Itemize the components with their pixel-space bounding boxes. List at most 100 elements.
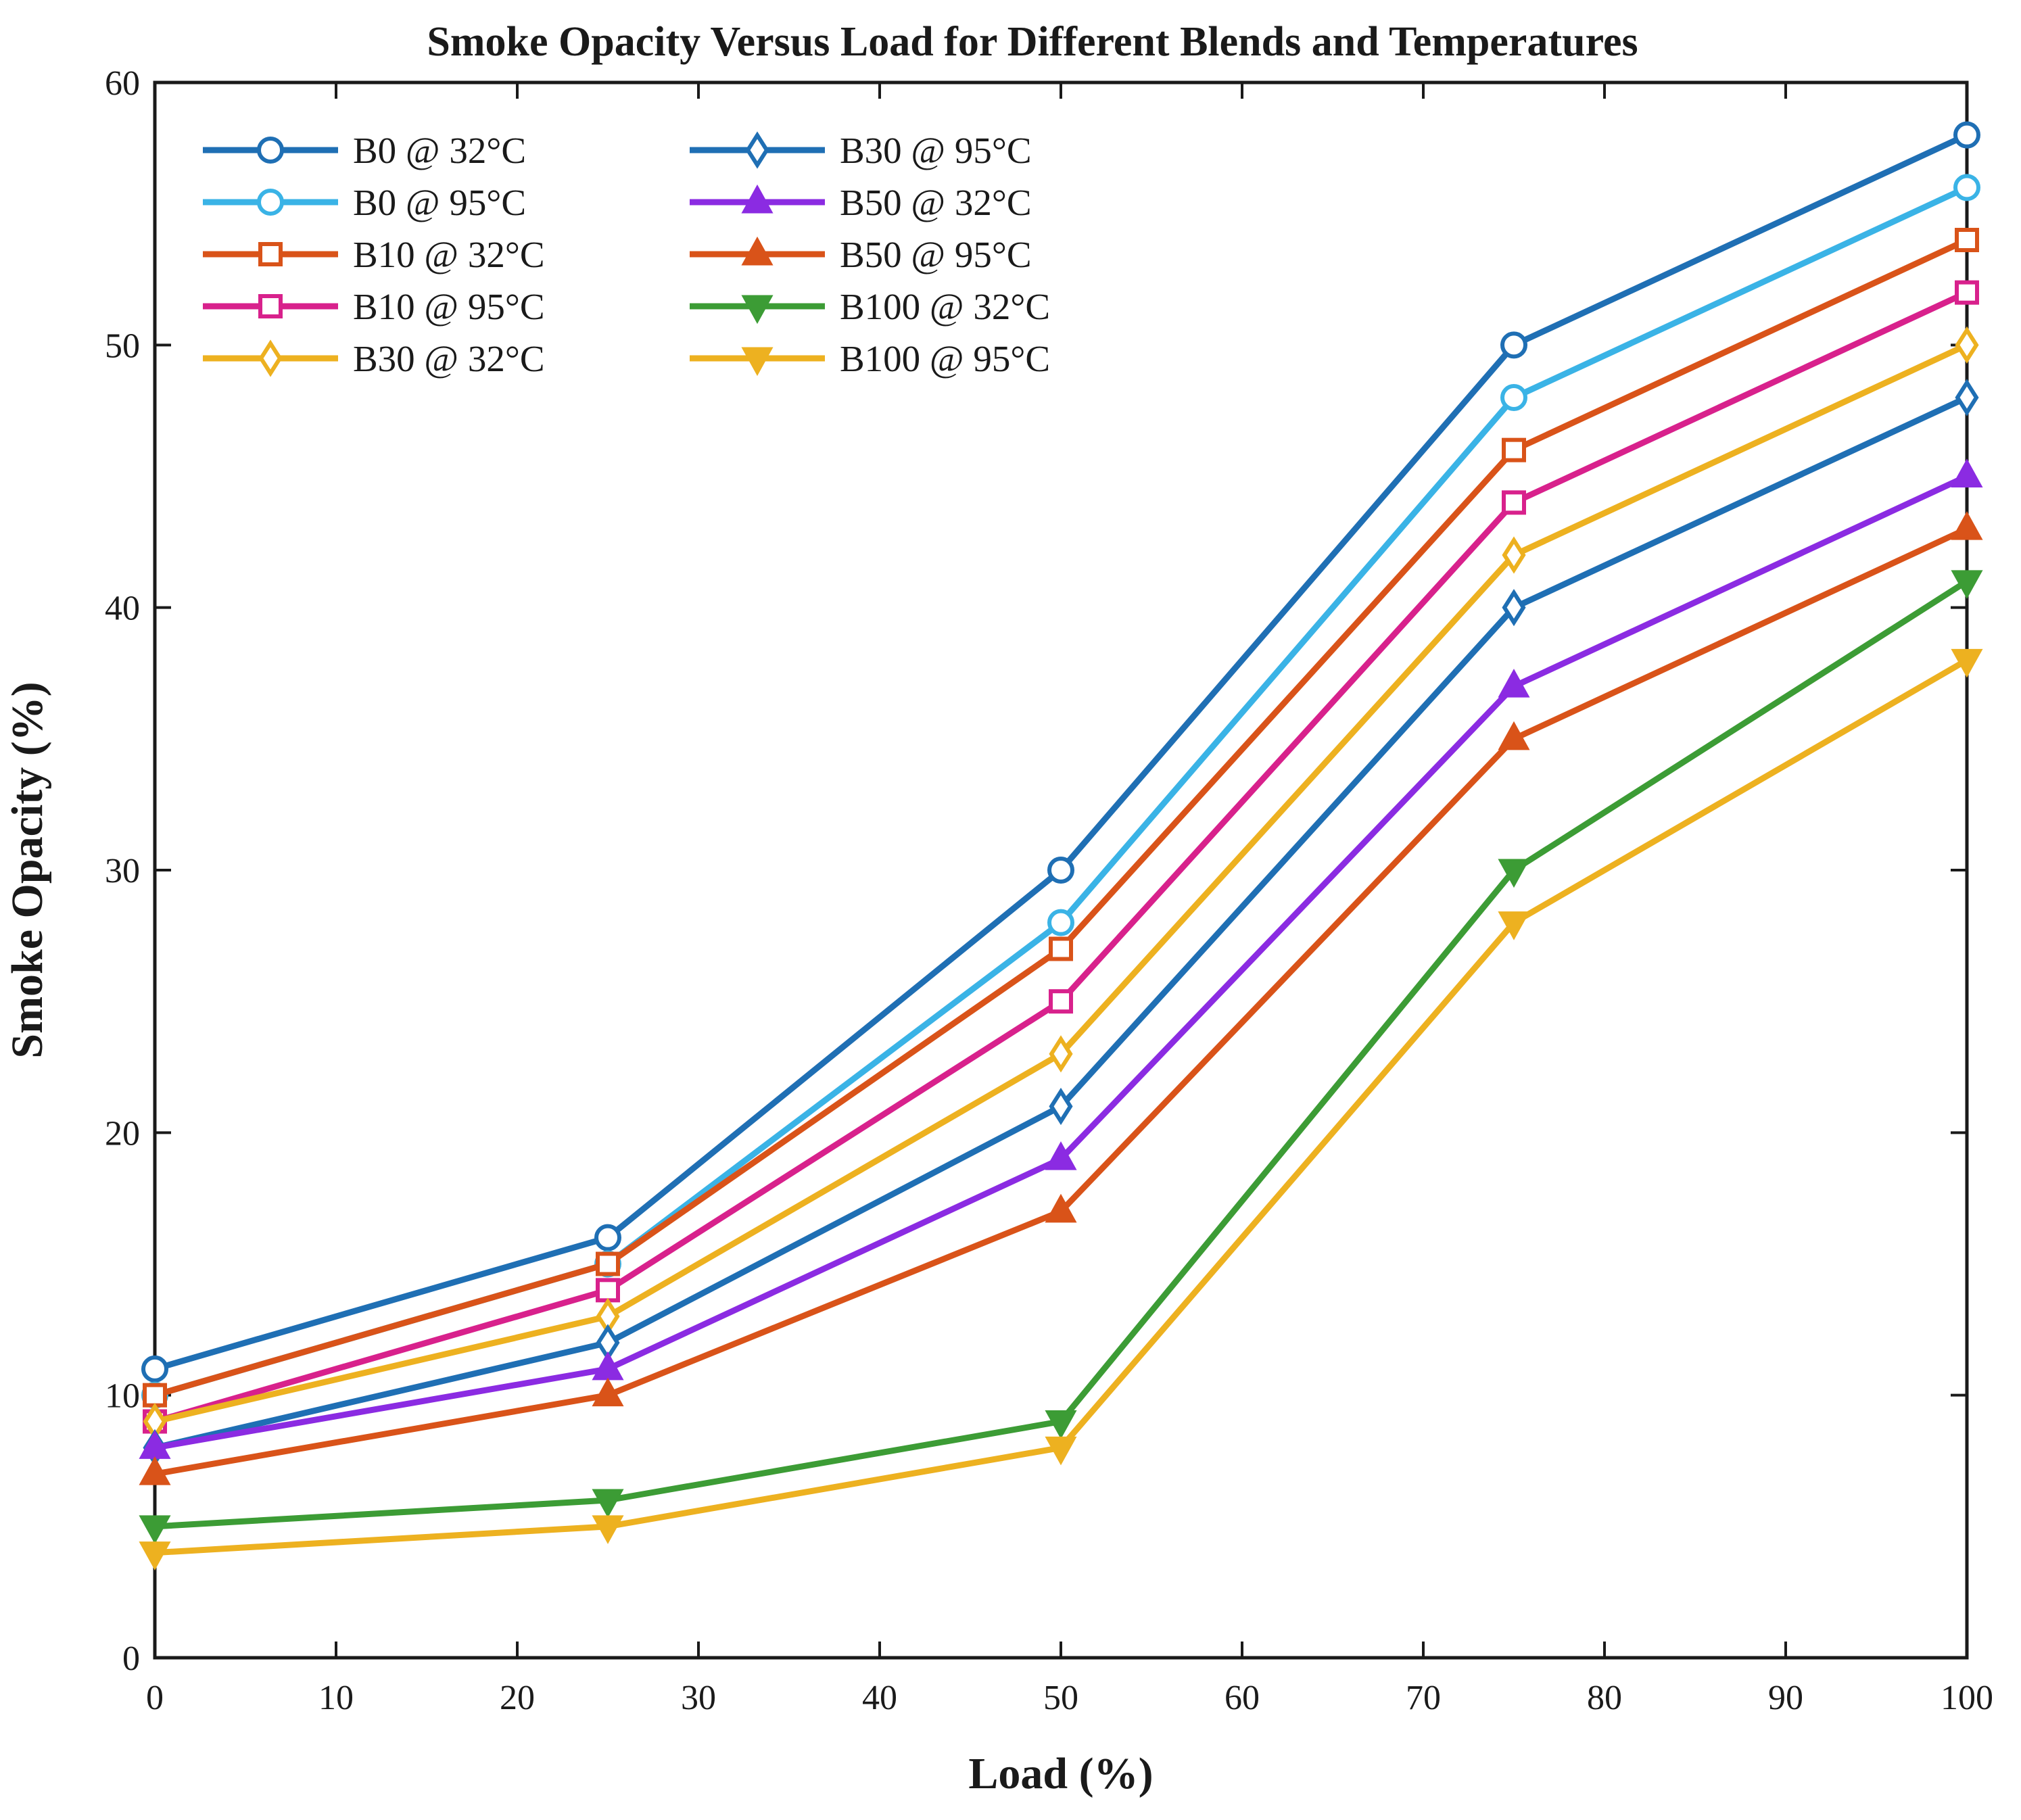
y-tick-label: 10 bbox=[105, 1377, 140, 1416]
x-tick-label: 0 bbox=[146, 1679, 164, 1717]
series-B0 @ 32°C bbox=[141, 121, 1980, 1383]
legend-marker bbox=[258, 242, 283, 266]
data-point bbox=[1955, 379, 1979, 416]
data-point bbox=[139, 1515, 171, 1544]
series-B100 @ 32°C bbox=[139, 570, 1983, 1544]
series-line bbox=[151, 473, 1970, 1451]
y-tick-label: 30 bbox=[105, 852, 140, 890]
legend-label: B0 @ 32°C bbox=[353, 130, 526, 171]
legend-label: B0 @ 95°C bbox=[353, 182, 526, 223]
legend-label: B50 @ 32°C bbox=[840, 182, 1032, 223]
data-point bbox=[592, 1515, 624, 1544]
x-axis-label: Load (%) bbox=[968, 1749, 1153, 1798]
legend-marker bbox=[741, 236, 774, 266]
series-group bbox=[139, 121, 1983, 1571]
x-tick-label: 90 bbox=[1768, 1679, 1803, 1717]
data-point bbox=[1498, 721, 1530, 750]
data-point bbox=[1045, 1193, 1077, 1223]
legend-label: B10 @ 32°C bbox=[353, 234, 545, 275]
data-point bbox=[1955, 280, 1979, 305]
series-B100 @ 95°C bbox=[139, 648, 1983, 1571]
y-tick-label: 40 bbox=[105, 590, 140, 628]
data-point bbox=[594, 1224, 621, 1251]
data-point bbox=[1500, 331, 1527, 359]
x-tick-label: 60 bbox=[1225, 1679, 1260, 1717]
legend-marker bbox=[257, 189, 284, 216]
data-point bbox=[1502, 437, 1526, 462]
legend-item: B0 @ 95°C bbox=[203, 182, 526, 223]
legend-marker bbox=[745, 131, 769, 169]
data-point bbox=[1045, 1410, 1077, 1439]
data-point bbox=[592, 1489, 624, 1518]
legend-label: B50 @ 95°C bbox=[840, 234, 1032, 275]
data-point bbox=[592, 1377, 624, 1407]
data-point bbox=[1498, 669, 1530, 698]
x-tick-label: 30 bbox=[681, 1679, 716, 1717]
data-point bbox=[1955, 228, 1979, 252]
legend-marker bbox=[741, 184, 774, 214]
y-tick-label: 60 bbox=[105, 64, 140, 103]
data-point bbox=[1049, 936, 1073, 961]
legend-item: B50 @ 95°C bbox=[690, 234, 1032, 275]
data-point bbox=[1049, 989, 1073, 1014]
data-point bbox=[1049, 1035, 1073, 1073]
legend-item: B30 @ 95°C bbox=[690, 130, 1032, 171]
data-point bbox=[1045, 1141, 1077, 1170]
data-point bbox=[1500, 384, 1527, 411]
data-point bbox=[1951, 570, 1983, 599]
legend-marker bbox=[741, 295, 774, 325]
x-tick-label: 50 bbox=[1043, 1679, 1078, 1717]
legend-label: B10 @ 95°C bbox=[353, 286, 545, 327]
data-point bbox=[1045, 1436, 1077, 1466]
data-point bbox=[1953, 174, 1980, 201]
data-point bbox=[141, 1355, 168, 1383]
legend-label: B100 @ 32°C bbox=[840, 286, 1050, 327]
data-point bbox=[143, 1383, 167, 1408]
y-tick-label: 20 bbox=[105, 1114, 140, 1153]
data-point bbox=[596, 1251, 620, 1276]
data-point bbox=[1498, 859, 1530, 888]
legend-marker bbox=[258, 339, 283, 377]
legend-marker bbox=[741, 347, 774, 377]
x-tick-label: 40 bbox=[862, 1679, 897, 1717]
x-tick-label: 20 bbox=[500, 1679, 535, 1717]
series-B30 @ 32°C bbox=[143, 326, 1979, 1441]
data-point bbox=[1502, 589, 1526, 627]
y-axis-label: Smoke Opacity (%) bbox=[3, 681, 52, 1058]
legend-item: B30 @ 32°C bbox=[203, 338, 545, 379]
data-point bbox=[1951, 648, 1983, 678]
data-point bbox=[1498, 911, 1530, 940]
data-point bbox=[1047, 909, 1074, 936]
x-tick-label: 10 bbox=[318, 1679, 354, 1717]
y-tick-label: 0 bbox=[122, 1639, 140, 1678]
legend-item: B100 @ 95°C bbox=[690, 338, 1050, 379]
legend-label: B30 @ 95°C bbox=[840, 130, 1032, 171]
axis-ticks: 0 10 20 30 40 50 60 70 80 90 100 0 10 20 30 40 50 60 bbox=[105, 64, 1993, 1717]
legend: B0 @ 32°C B0 @ 95°C B10 @ 32°C B10 @ 95°C B3… bbox=[203, 130, 1050, 379]
data-point bbox=[1502, 536, 1526, 574]
legend-item: B0 @ 32°C bbox=[203, 130, 526, 171]
data-point bbox=[1049, 1087, 1073, 1126]
data-point bbox=[1047, 857, 1074, 884]
data-point bbox=[1502, 490, 1526, 515]
data-point bbox=[596, 1278, 620, 1303]
x-tick-label: 80 bbox=[1587, 1679, 1622, 1717]
legend-label: B30 @ 32°C bbox=[353, 338, 545, 379]
x-tick-label: 70 bbox=[1406, 1679, 1441, 1717]
legend-item: B10 @ 95°C bbox=[203, 286, 545, 327]
data-point bbox=[1953, 121, 1980, 149]
series-B50 @ 32°C bbox=[139, 458, 1983, 1459]
data-point bbox=[1955, 326, 1979, 364]
chart-title: Smoke Opacity Versus Load for Different … bbox=[427, 19, 1638, 65]
y-tick-label: 50 bbox=[105, 327, 140, 365]
series-B50 @ 95°C bbox=[139, 511, 1983, 1485]
data-point bbox=[139, 1541, 171, 1571]
legend-marker bbox=[258, 294, 283, 318]
legend-item: B100 @ 32°C bbox=[690, 286, 1050, 327]
data-point bbox=[1951, 511, 1983, 540]
data-point bbox=[1951, 458, 1983, 487]
legend-label: B100 @ 95°C bbox=[840, 338, 1050, 379]
legend-marker bbox=[257, 137, 284, 164]
series-B10 @ 32°C bbox=[143, 228, 1979, 1408]
